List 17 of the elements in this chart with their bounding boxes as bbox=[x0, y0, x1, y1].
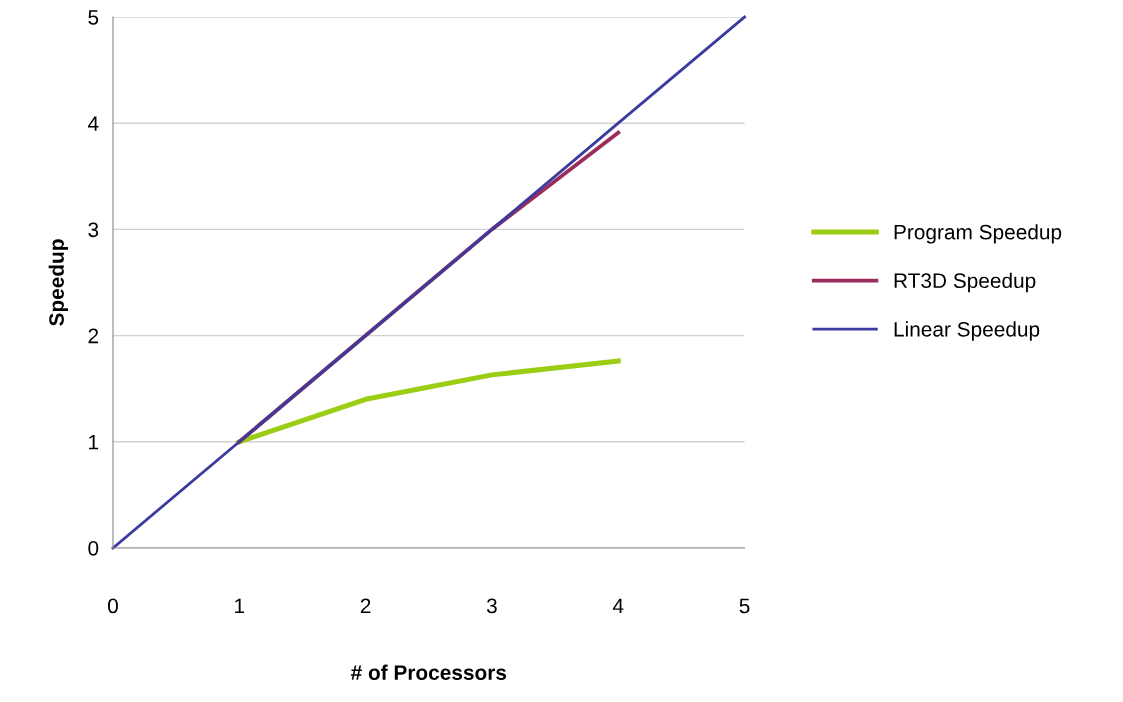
x-tick-label: 2 bbox=[360, 598, 371, 614]
y-tick-label: 4 bbox=[87, 116, 99, 131]
legend-label: Linear Speedup bbox=[894, 321, 1040, 341]
x-axis-title: # of Processors bbox=[350, 664, 507, 680]
x-tick-label: 0 bbox=[107, 598, 118, 614]
y-tick-label: 3 bbox=[88, 222, 99, 238]
y-tick-label: 2 bbox=[88, 328, 99, 344]
x-tick-label: 4 bbox=[612, 598, 624, 614]
y-tick-label: 5 bbox=[88, 10, 99, 25]
y-axis-title: Speedup bbox=[48, 239, 69, 326]
legend-label: Program Speedup bbox=[894, 224, 1062, 244]
x-tick-label: 5 bbox=[739, 598, 750, 614]
y-tick-label: 1 bbox=[89, 435, 99, 450]
x-tick-label: 1 bbox=[235, 598, 245, 614]
x-tick-label: 3 bbox=[486, 598, 497, 614]
y-tick-label: 0 bbox=[88, 540, 99, 556]
legend-label: RT3D Speedup bbox=[894, 272, 1036, 293]
